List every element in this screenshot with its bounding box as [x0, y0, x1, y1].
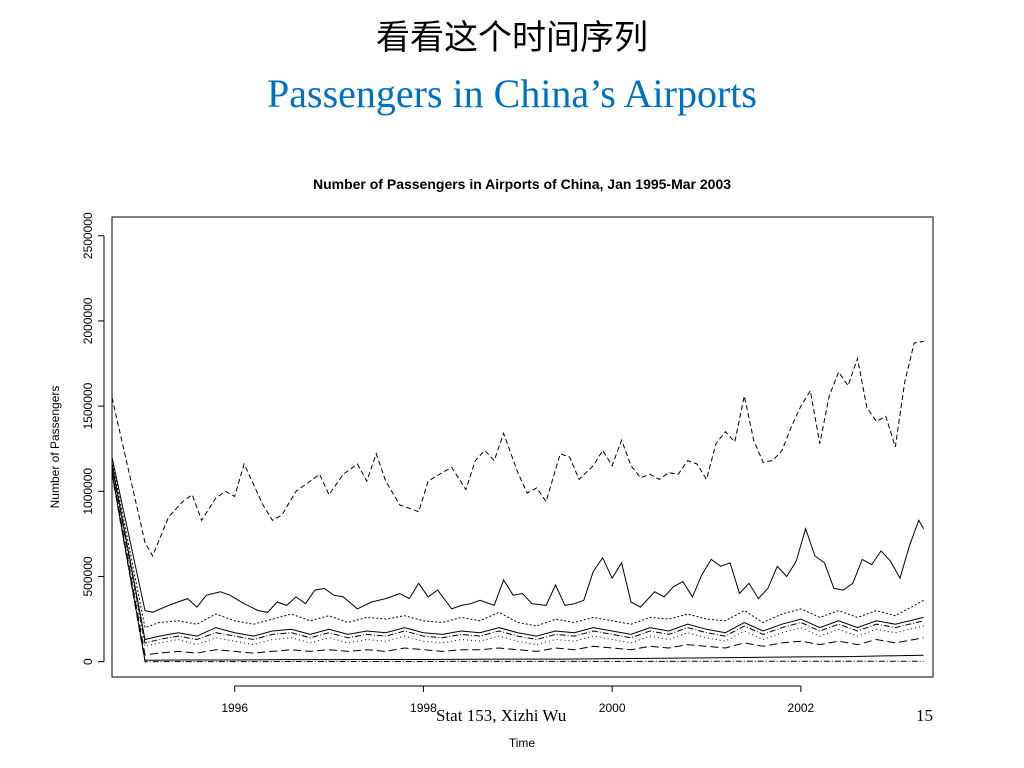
x-tick-label: 1998 [410, 701, 437, 715]
series-line-5 [111, 465, 924, 644]
series-line-1 [111, 340, 924, 558]
series-line-3 [111, 460, 924, 629]
y-tick-label: 1000000 [81, 468, 95, 515]
x-tick-label: 1996 [221, 701, 248, 715]
chart-title: Number of Passengers in Airports of Chin… [313, 176, 731, 192]
slide-title-chinese: 看看这个时间序列 [376, 18, 648, 58]
series-line-8 [111, 472, 924, 661]
series-line-2 [111, 457, 925, 613]
y-tick-label: 1500000 [81, 382, 95, 429]
y-axis-label: Number of Passengers [48, 386, 62, 509]
series-line-9 [111, 474, 924, 663]
y-tick-label: 2000000 [81, 297, 95, 344]
footer-course-label: Stat 153, Xizhi Wu [436, 706, 567, 725]
y-tick-label: 0 [81, 658, 95, 665]
x-tick-label: 2002 [788, 701, 815, 715]
y-tick-label: 2500000 [81, 212, 95, 259]
series-line-6 [111, 467, 924, 647]
series-layer [111, 340, 925, 663]
x-axis: 1996 1998 2000 2002 [221, 685, 815, 715]
x-axis-label: Time [509, 736, 536, 750]
page-number: 15 [916, 706, 933, 725]
y-axis: 0 500000 1000000 1500000 2000000 2500000 [81, 212, 105, 665]
y-tick-label: 500000 [81, 556, 95, 596]
series-line-7 [111, 470, 924, 656]
plot-frame [111, 216, 934, 678]
x-tick-label: 2000 [599, 701, 626, 715]
slide-title-english: Passengers in China’s Airports [267, 71, 757, 116]
series-line-4 [111, 463, 924, 641]
